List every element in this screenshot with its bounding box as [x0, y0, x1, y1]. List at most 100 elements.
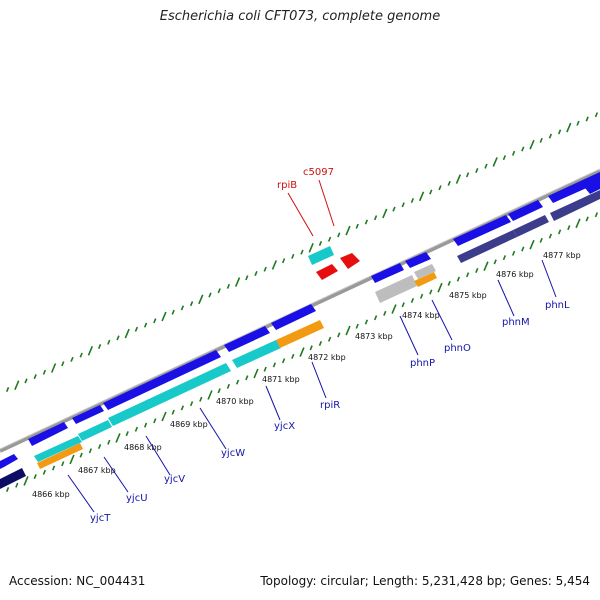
tick-mark: [373, 215, 378, 221]
kbp-label: 4874 kbp: [402, 311, 440, 320]
genome-backbone-highlight: [0, 168, 600, 450]
tick-mark: [189, 301, 194, 307]
tick-mark: [235, 379, 240, 385]
kbp-labels: 4866 kbp 4867 kbp 4868 kbp 4869 kbp 4870…: [32, 251, 581, 499]
tick-mark: [567, 225, 571, 231]
tick-mark: [245, 375, 249, 381]
kbp-label: 4876 kbp: [496, 270, 534, 279]
tick-mark: [69, 454, 75, 465]
tick-mark: [143, 322, 148, 328]
tick-mark: [180, 305, 185, 311]
tick-mark: [272, 362, 277, 368]
tick-mark: [511, 150, 516, 156]
gene-label: yjcW: [221, 448, 245, 459]
tick-mark: [88, 448, 93, 454]
tick-mark: [337, 232, 341, 238]
tick-mark: [447, 180, 451, 186]
tick-mark: [161, 411, 167, 422]
tick-mark: [234, 277, 241, 287]
tick-mark: [15, 482, 19, 488]
gene-arrow: [548, 172, 600, 203]
tick-mark: [355, 223, 359, 229]
gene-arrow: [508, 200, 543, 221]
tick-mark: [521, 246, 525, 252]
kbp-label: 4871 kbp: [262, 375, 300, 384]
tick-mark: [429, 289, 433, 295]
gene-arrow: [72, 405, 104, 424]
tick-mark: [180, 405, 185, 411]
tick-mark: [557, 229, 562, 235]
gene-label: yjcX: [274, 421, 295, 432]
tick-mark: [364, 319, 369, 325]
kbp-label: 4866 kbp: [32, 490, 70, 499]
tick-mark: [208, 292, 212, 298]
tick-mark: [465, 172, 470, 178]
tick-mark: [300, 249, 304, 255]
tick-mark: [475, 267, 479, 274]
tick-mark: [153, 418, 157, 424]
tick-mark: [263, 366, 267, 372]
leader-line: [318, 179, 335, 227]
tick-mark: [392, 206, 396, 212]
leader-line: [145, 435, 171, 476]
tick-mark: [410, 197, 415, 204]
tick-mark: [23, 476, 29, 486]
tick-mark: [42, 369, 47, 375]
tick-mark: [125, 431, 129, 437]
gene-label: phnM: [502, 317, 530, 328]
kbp-label: 4868 kbp: [124, 443, 162, 452]
tick-mark: [455, 174, 462, 184]
tick-mark: [153, 318, 157, 324]
tick-mark: [308, 242, 314, 253]
tick-mark: [548, 133, 553, 139]
tick-mark: [134, 326, 139, 332]
leader-line: [287, 192, 314, 237]
tick-mark: [217, 388, 221, 394]
tick-mark: [502, 255, 507, 261]
tick-mark: [484, 163, 488, 169]
tick-mark: [373, 315, 378, 321]
tick-mark: [576, 120, 580, 126]
gene-label: yjcV: [164, 474, 185, 485]
tick-mark: [281, 358, 286, 364]
tick-mark: [226, 383, 231, 389]
leader-line: [199, 407, 227, 450]
kbp-label: 4872 kbp: [308, 353, 346, 362]
tick-mark: [79, 452, 83, 458]
tick-mark: [299, 347, 305, 357]
kbp-label: 4875 kbp: [449, 291, 487, 300]
gene-label: phnL: [545, 300, 570, 311]
gene-arrow: [108, 363, 231, 426]
tick-mark: [585, 216, 589, 222]
tick-mark: [594, 212, 599, 218]
tick-mark: [97, 443, 102, 450]
reverse-strand-genes: [0, 190, 600, 489]
tick-mark: [382, 208, 388, 219]
tick-mark: [483, 261, 489, 272]
tick-mark: [124, 328, 130, 339]
tick-mark: [521, 146, 525, 152]
gene-label: yjcT: [90, 513, 111, 524]
gene-label: phnO: [444, 343, 471, 354]
gene-label-lines-red: [287, 179, 335, 237]
tick-mark: [345, 325, 351, 336]
tick-mark: [575, 218, 581, 229]
tick-mark: [5, 386, 10, 393]
tick-mark: [198, 294, 204, 305]
gene-label: c5097: [303, 167, 334, 178]
tick-mark: [566, 122, 572, 133]
tick-mark: [419, 293, 424, 299]
tick-mark: [355, 323, 359, 329]
gene-arrow: [308, 246, 334, 265]
tick-mark: [291, 353, 295, 359]
gene-arrow: [453, 215, 511, 246]
tick-mark: [199, 396, 203, 402]
tick-mark: [263, 266, 267, 272]
leader-line: [311, 361, 327, 399]
tick-mark: [401, 202, 405, 208]
gene-arrow: [316, 264, 338, 280]
tick-mark: [337, 332, 341, 338]
tick-mark: [594, 112, 599, 118]
kbp-label: 4869 kbp: [170, 420, 208, 429]
gene-arrow: [271, 304, 316, 330]
